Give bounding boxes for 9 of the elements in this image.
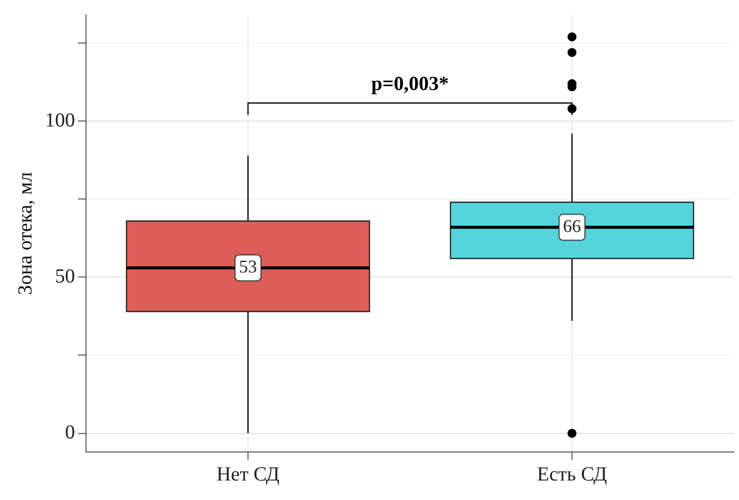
x-tick-label: Нет СД (216, 463, 280, 486)
annotation: 53 (239, 256, 257, 277)
y-tick-label: 0 (65, 422, 75, 444)
y-axis-title: Зона отека, мл (14, 172, 36, 295)
x-tick-label: Есть СД (537, 463, 608, 486)
y-tick-label: 100 (45, 109, 75, 132)
annotation: 66 (563, 216, 581, 236)
annotation: p=0,003* (371, 73, 449, 96)
y-tick-label: 50 (55, 265, 75, 288)
